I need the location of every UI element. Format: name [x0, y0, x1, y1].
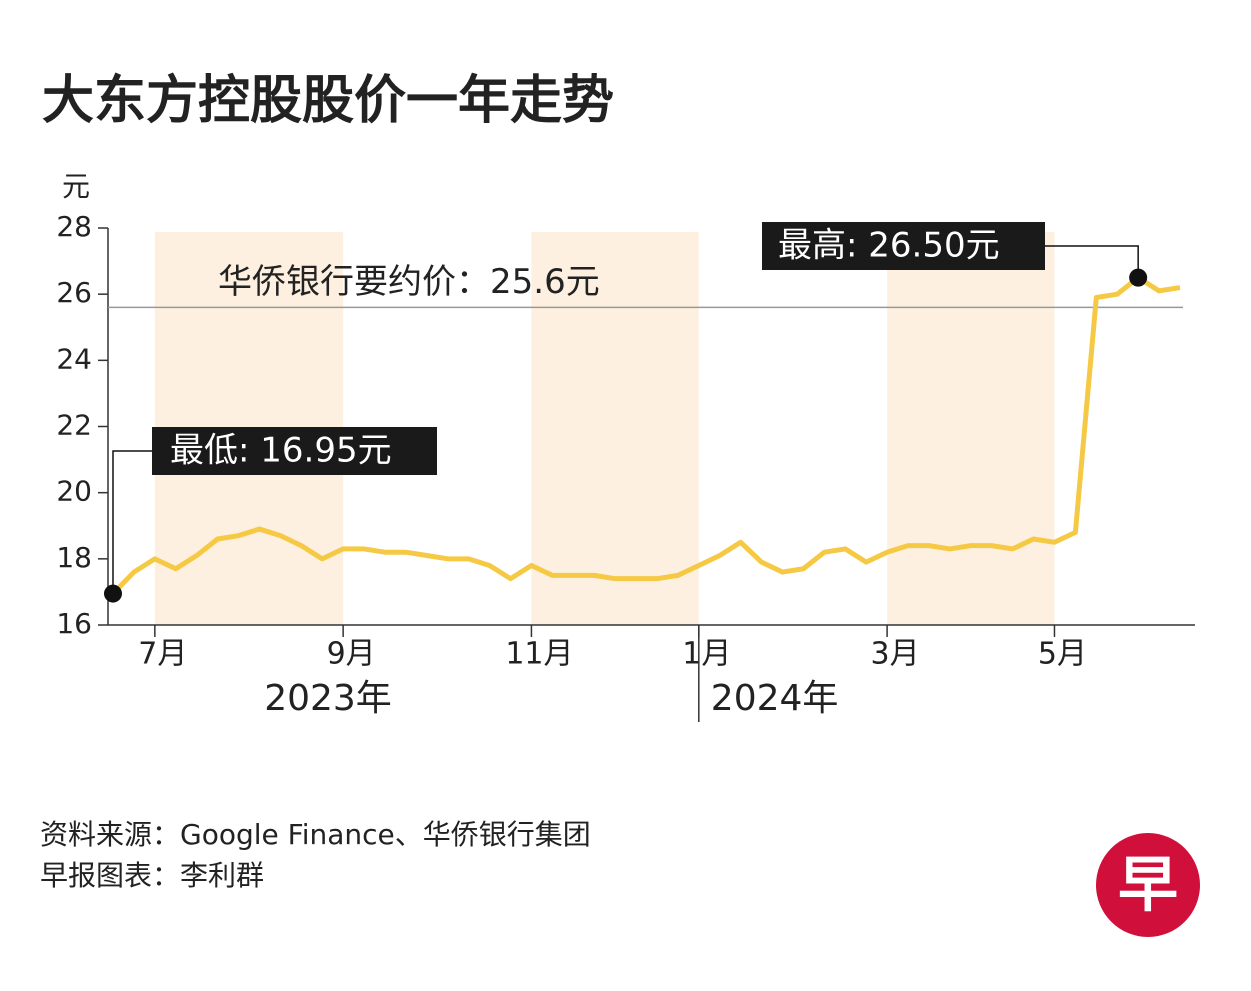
connector — [112, 450, 152, 594]
y-tick-label: 24 — [56, 342, 92, 375]
logo: 早 — [1118, 851, 1178, 921]
x-tick-label: 11月 — [505, 637, 573, 672]
y-tick-label: 22 — [56, 409, 92, 442]
label-box — [152, 427, 437, 475]
year-label: 2023年 — [264, 678, 392, 719]
low-point — [104, 584, 122, 603]
price-line — [111, 275, 1181, 596]
y-tick-label: 20 — [56, 475, 92, 508]
band — [887, 232, 1055, 625]
reference-label: 华侨银行要约价：25.6元 — [218, 262, 600, 302]
x-tick-label: 1月 — [682, 637, 731, 672]
band — [531, 232, 699, 625]
x-tick-label: 5月 — [1038, 637, 1087, 672]
logo-circle — [1096, 833, 1200, 937]
connector — [1045, 245, 1139, 278]
x-tick-label: 7月 — [138, 637, 187, 672]
high-label: 最高: 26.50元 — [778, 226, 1000, 266]
y-tick-label: 16 — [56, 607, 92, 640]
source: 资料来源：Google Finance、华侨银行集团 — [40, 818, 591, 851]
year-label: 2024年 — [711, 678, 839, 719]
label-box — [762, 222, 1045, 270]
low-label: 最低: 16.95元 — [170, 431, 392, 471]
credit: 早报图表：李利群 — [40, 859, 264, 892]
y-tick-label: 26 — [56, 276, 92, 309]
y-tick-label: 18 — [56, 541, 92, 574]
x-tick-label: 9月 — [327, 637, 376, 672]
plot: 16 18 20 22 24 26 28 7月 9月 11月 1月 3月 5月 2023年 2024年 华侨银… — [56, 210, 1195, 722]
y-tick-label: 28 — [56, 210, 92, 243]
high-point — [1129, 268, 1148, 287]
x-tick-label: 3月 — [871, 637, 920, 672]
chart-title: 大东方控股股价一年走势 — [42, 71, 614, 131]
y-axis-label: 元 — [62, 170, 90, 203]
